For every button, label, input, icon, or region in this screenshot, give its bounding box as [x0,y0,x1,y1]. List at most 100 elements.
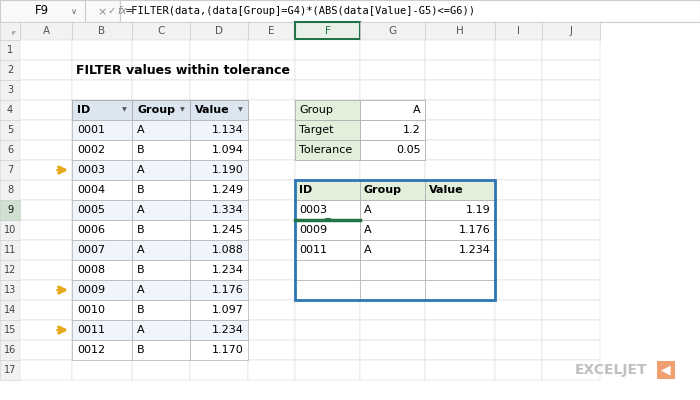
Bar [20,40,72,60]
Bar [132,140,190,160]
Bar [72,40,132,60]
Bar [360,340,425,360]
Text: B: B [137,305,145,315]
Text: 0008: 0008 [77,265,105,275]
Bar [72,320,132,340]
Bar [20,80,72,100]
Bar [295,80,360,100]
Bar [0,140,20,160]
Text: 9: 9 [7,205,13,215]
Bar [0,80,20,100]
Text: 1.19: 1.19 [466,205,491,215]
Text: 1.134: 1.134 [212,125,244,135]
Bar [132,340,190,360]
Text: 0006: 0006 [77,225,105,235]
Bar [425,40,495,60]
Bar [542,40,600,60]
Text: 4: 4 [7,105,13,115]
Text: E: E [268,26,274,36]
Bar [72,320,132,340]
Bar [0,280,20,300]
Bar [0,320,20,340]
Bar [20,100,72,120]
Bar [132,120,190,140]
Bar [132,320,190,340]
Bar [72,280,132,300]
Bar [190,40,248,60]
Bar [20,280,72,300]
Bar [0,200,20,220]
Bar [248,260,295,280]
Text: 5: 5 [7,125,13,135]
Bar [72,80,132,100]
Bar [72,140,132,160]
Bar [72,220,132,240]
Bar [295,22,360,40]
Bar [425,200,495,220]
Bar [0,180,20,200]
Text: B: B [99,26,106,36]
Bar [132,240,190,260]
Bar [132,240,190,260]
Text: A: A [364,225,372,235]
Text: 1.176: 1.176 [459,225,491,235]
Bar [190,320,248,340]
Bar [542,60,600,80]
Bar [20,60,72,80]
Bar [360,240,425,260]
Bar [132,260,190,280]
Bar [295,300,360,320]
Bar [360,180,425,200]
Bar [72,300,132,320]
Bar [72,340,132,360]
Bar [425,360,495,380]
Text: 1.170: 1.170 [212,345,244,355]
Text: ×: × [97,7,106,17]
Text: B: B [137,185,145,195]
Text: 0007: 0007 [77,245,105,255]
Bar [495,200,542,220]
Text: 8: 8 [7,185,13,195]
Bar [425,160,495,180]
Text: Target: Target [299,125,333,135]
Text: B: B [137,345,145,355]
Text: 0.05: 0.05 [396,145,421,155]
Bar [132,22,190,40]
Bar [72,120,132,140]
Text: 0001: 0001 [77,125,105,135]
Bar [0,22,20,40]
Text: ▼: ▼ [238,108,243,112]
Bar [495,360,542,380]
Text: FILTER values within tolerance: FILTER values within tolerance [76,64,290,76]
Bar [20,340,72,360]
Bar [425,260,495,280]
Text: G: G [389,26,397,36]
Bar [72,180,132,200]
Bar [360,360,425,380]
Bar [72,180,132,200]
Text: ID: ID [299,185,312,195]
Text: C: C [158,26,164,36]
Text: 11: 11 [4,245,16,255]
Bar [132,100,190,120]
Text: D: D [215,26,223,36]
Bar [132,80,190,100]
Bar [190,180,248,200]
Bar [190,120,248,140]
Bar [190,220,248,240]
Text: ▼: ▼ [181,108,185,112]
Bar [495,100,542,120]
Text: A: A [43,26,50,36]
Text: F9: F9 [35,4,49,18]
Text: Value: Value [195,105,230,115]
Text: 9: 9 [7,205,13,215]
Bar [360,280,425,300]
Bar [132,280,190,300]
Bar [190,22,248,40]
Bar [542,280,600,300]
Bar [132,200,190,220]
Text: J: J [570,26,573,36]
Text: 12: 12 [4,265,16,275]
Bar [542,300,600,320]
Text: Group: Group [299,105,333,115]
